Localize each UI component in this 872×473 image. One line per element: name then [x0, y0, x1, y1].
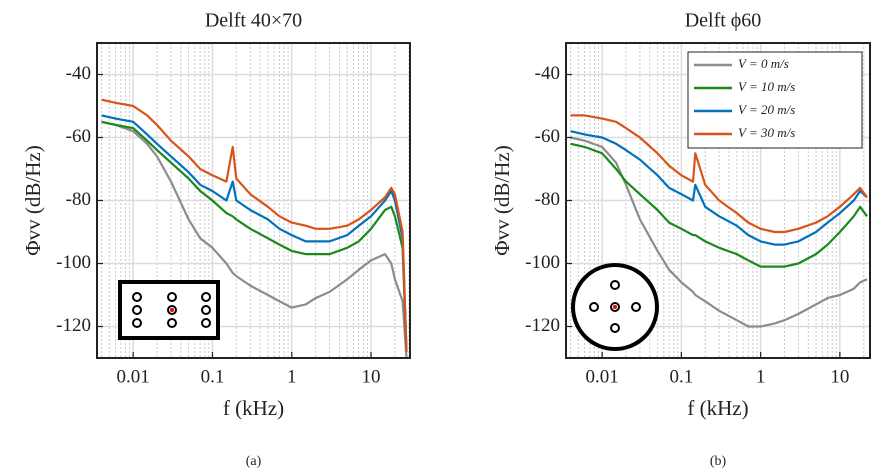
x-tick-label: 10 — [830, 366, 849, 387]
y-tick-label: -120 — [56, 315, 91, 336]
chart-title: Delft 40×70 — [205, 10, 302, 32]
y-tick-label: -100 — [56, 252, 91, 273]
series-line — [101, 120, 408, 358]
y-tick-label: -40 — [535, 63, 560, 84]
y-tick-label: -60 — [66, 126, 91, 147]
legend-label: V = 10 m/s — [738, 79, 795, 94]
x-tick-label: 1 — [756, 366, 766, 387]
inset-a — [118, 280, 220, 340]
series-line — [570, 130, 868, 246]
x-axis-label: f (kHz) — [223, 396, 284, 420]
inset-b — [571, 263, 659, 351]
x-tick-label: 10 — [362, 366, 381, 387]
y-tick-label: -40 — [66, 63, 91, 84]
legend-label: V = 20 m/s — [738, 102, 795, 117]
axes-frame — [565, 42, 871, 359]
legend-label: V = 0 m/s — [738, 56, 789, 71]
y-tick-label: -80 — [535, 189, 560, 210]
x-tick-label: 0.1 — [201, 366, 225, 387]
axes-frame — [96, 42, 411, 359]
caption: (a) — [246, 454, 262, 469]
y-tick-label: -100 — [525, 252, 560, 273]
series-line — [101, 114, 408, 352]
x-axis-label: f (kHz) — [687, 396, 748, 420]
y-axis-label: Φvv (dB/Hz) — [21, 145, 45, 255]
series-line — [101, 120, 408, 352]
plot-area — [570, 114, 868, 328]
y-tick-label: -60 — [535, 126, 560, 147]
x-tick-label: 0.01 — [117, 366, 150, 387]
plot-area — [101, 98, 408, 358]
series-line — [570, 136, 868, 328]
y-tick-label: -80 — [66, 189, 91, 210]
series-line — [570, 142, 868, 268]
y-axis-label: Φvv (dB/Hz) — [490, 145, 514, 255]
x-tick-label: 0.01 — [586, 366, 619, 387]
legend-box — [687, 51, 863, 149]
x-tick-label: 0.1 — [670, 366, 694, 387]
chart-title: Delft ϕ60 — [685, 10, 762, 32]
x-tick-label: 1 — [287, 366, 297, 387]
y-tick-label: -120 — [525, 315, 560, 336]
legend-label: V = 30 m/s — [738, 125, 795, 140]
series-line — [570, 114, 868, 234]
series-line — [101, 98, 408, 352]
caption: (b) — [710, 454, 727, 469]
